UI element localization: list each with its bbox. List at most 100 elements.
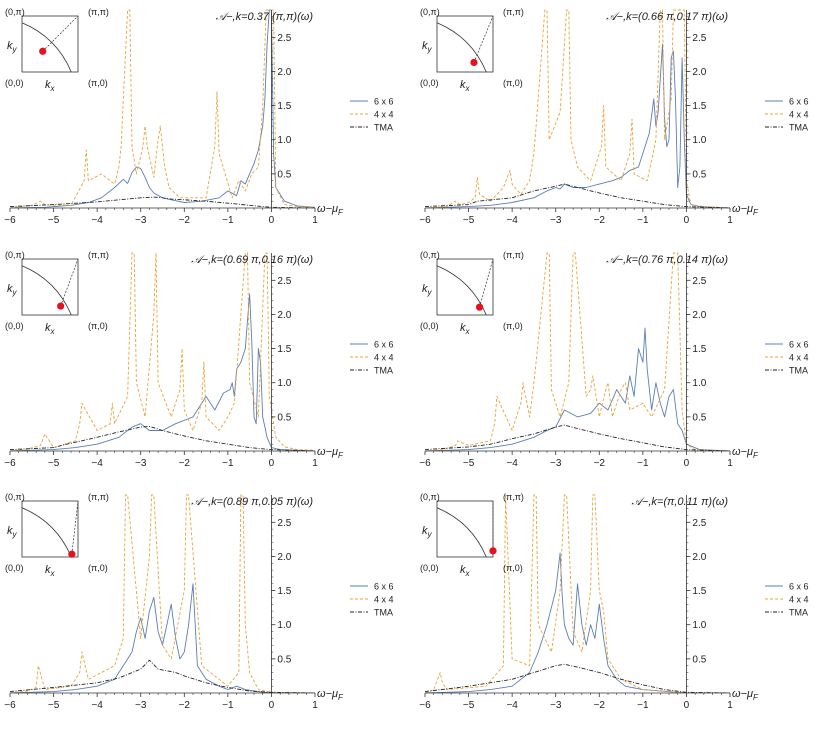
legend-label: 4 x 4 — [789, 110, 809, 120]
corner-label: (0,0) — [420, 78, 439, 88]
legend-label: 4 x 4 — [789, 595, 809, 605]
series-group — [425, 494, 730, 693]
x-label-sub: F — [753, 693, 759, 702]
legend-label: TMA — [789, 123, 808, 133]
x-tick-label: 0 — [269, 215, 275, 226]
series-line-4x4 — [10, 252, 315, 451]
legend-label: TMA — [789, 608, 808, 618]
legend-label: 6 x 6 — [374, 97, 394, 107]
series-group — [425, 9, 730, 208]
y-tick-label: 1.5 — [277, 101, 291, 112]
legend-label: 6 x 6 — [374, 582, 394, 592]
y-tick-label: 1.0 — [692, 378, 706, 389]
y-tick-label: 0.5 — [692, 169, 706, 180]
series-line-6x6 — [10, 9, 315, 208]
y-tick-label: 1.5 — [277, 344, 291, 355]
ky-main: k — [7, 525, 13, 537]
x-label-sub: F — [753, 208, 759, 217]
chart-panel: −6 −5 −4 −3 −2 −1 0 1ω−μF 0.5 1.0 1.5 2.0 2.5 𝒜−,k=(0… — [4, 250, 393, 469]
x-label-sub: F — [338, 451, 344, 460]
corner-label: (0,0) — [420, 563, 439, 573]
corner-label: (0,0) — [5, 78, 24, 88]
x-tick-label: −2 — [179, 458, 191, 469]
x-tick-label: 1 — [727, 215, 733, 226]
x-tick-label: −5 — [48, 458, 60, 469]
fermi-surface — [21, 22, 72, 73]
x-tick-label: −6 — [419, 458, 431, 469]
x-tick-label: −4 — [506, 215, 518, 226]
series-line-4x4 — [425, 252, 730, 451]
y-tick-label: 2.5 — [277, 518, 291, 529]
ky-main: k — [422, 525, 428, 537]
inset-frame — [21, 258, 79, 316]
x-tick-label: −4 — [91, 458, 103, 469]
corner-label: (0,0) — [5, 563, 24, 573]
x-label-main: ω−μ — [317, 203, 338, 215]
corner-label: (π,π) — [503, 7, 524, 17]
corner-label: (0,π) — [420, 492, 440, 502]
series-line-tma — [10, 196, 315, 208]
x-tick-label: −4 — [506, 700, 518, 711]
kx-main: k — [460, 79, 466, 91]
k-cut-line — [473, 15, 494, 63]
legend-label: 6 x 6 — [374, 340, 394, 350]
x-axis-label: ω−μF — [732, 446, 759, 460]
series-line-tma — [10, 425, 315, 451]
k-point-dot — [39, 47, 47, 55]
y-tick-label: 2.5 — [692, 33, 706, 44]
x-tick-label: −6 — [4, 458, 16, 469]
corner-label: (0,0) — [5, 321, 24, 331]
inset-frame — [21, 500, 79, 558]
x-tick-label: −6 — [419, 700, 431, 711]
ky-label: ky — [7, 40, 18, 54]
y-tick-label: 0.5 — [277, 169, 291, 180]
y-tick-label: 1.5 — [692, 344, 706, 355]
y-tick-label: 1.0 — [277, 620, 291, 631]
legend-label: TMA — [374, 608, 393, 618]
x-tick-label: −6 — [419, 215, 431, 226]
chart-panel: −6 −5 −4 −3 −2 −1 0 1ω−μF 0.5 1.0 1.5 2.0 2.5 𝒜−,k=(0… — [4, 492, 393, 711]
chart-title: 𝒜−,k=(0.89 π,0.05 π)(ω) — [191, 496, 313, 508]
y-tick-label: 0.5 — [692, 654, 706, 665]
inset-frame — [436, 15, 494, 73]
corner-label: (0,π) — [5, 492, 25, 502]
x-tick-label: −3 — [550, 215, 562, 226]
x-tick-label: −2 — [179, 215, 191, 226]
corner-label: (π,0) — [88, 563, 108, 573]
x-axis-label: ω−μF — [732, 203, 759, 217]
x-tick-label: −3 — [135, 215, 147, 226]
x-tick-label: 0 — [684, 458, 690, 469]
legend-label: 6 x 6 — [789, 340, 809, 350]
kx-main: k — [460, 322, 466, 334]
series-group — [10, 9, 315, 208]
y-tick-label: 1.5 — [692, 586, 706, 597]
corner-label: (0,π) — [420, 7, 440, 17]
series-group — [425, 252, 730, 451]
fermi-surface — [21, 507, 72, 558]
y-tick-label: 1.5 — [692, 101, 706, 112]
x-tick-label: −6 — [4, 700, 16, 711]
y-tick-label: 2.0 — [277, 67, 291, 78]
y-tick-label: 2.5 — [692, 518, 706, 529]
chart-title: 𝒜−,k=(0.76 π,0.14 π)(ω) — [606, 254, 728, 266]
series-line-4x4 — [425, 9, 730, 208]
ky-main: k — [7, 283, 13, 295]
corner-label: (π,0) — [88, 78, 108, 88]
series-group — [10, 252, 315, 451]
x-tick-label: 1 — [727, 700, 733, 711]
ky-label: ky — [7, 525, 18, 539]
x-tick-label: −6 — [4, 215, 16, 226]
ky-sub: y — [12, 288, 18, 297]
x-tick-label: −1 — [637, 215, 649, 226]
chart-panel: −6 −5 −4 −3 −2 −1 0 1ω−μF 0.5 1.0 1.5 2.0 2.5 𝒜−,k=(0… — [419, 7, 808, 226]
y-tick-label: 0.5 — [277, 654, 291, 665]
x-tick-label: −4 — [91, 215, 103, 226]
y-tick-label: 2.0 — [277, 310, 291, 321]
ky-label: ky — [7, 283, 18, 297]
x-axis-label: ω−μF — [732, 688, 759, 702]
ky-sub: y — [427, 288, 433, 297]
corner-label: (π,π) — [88, 7, 109, 17]
x-tick-label: −3 — [135, 458, 147, 469]
